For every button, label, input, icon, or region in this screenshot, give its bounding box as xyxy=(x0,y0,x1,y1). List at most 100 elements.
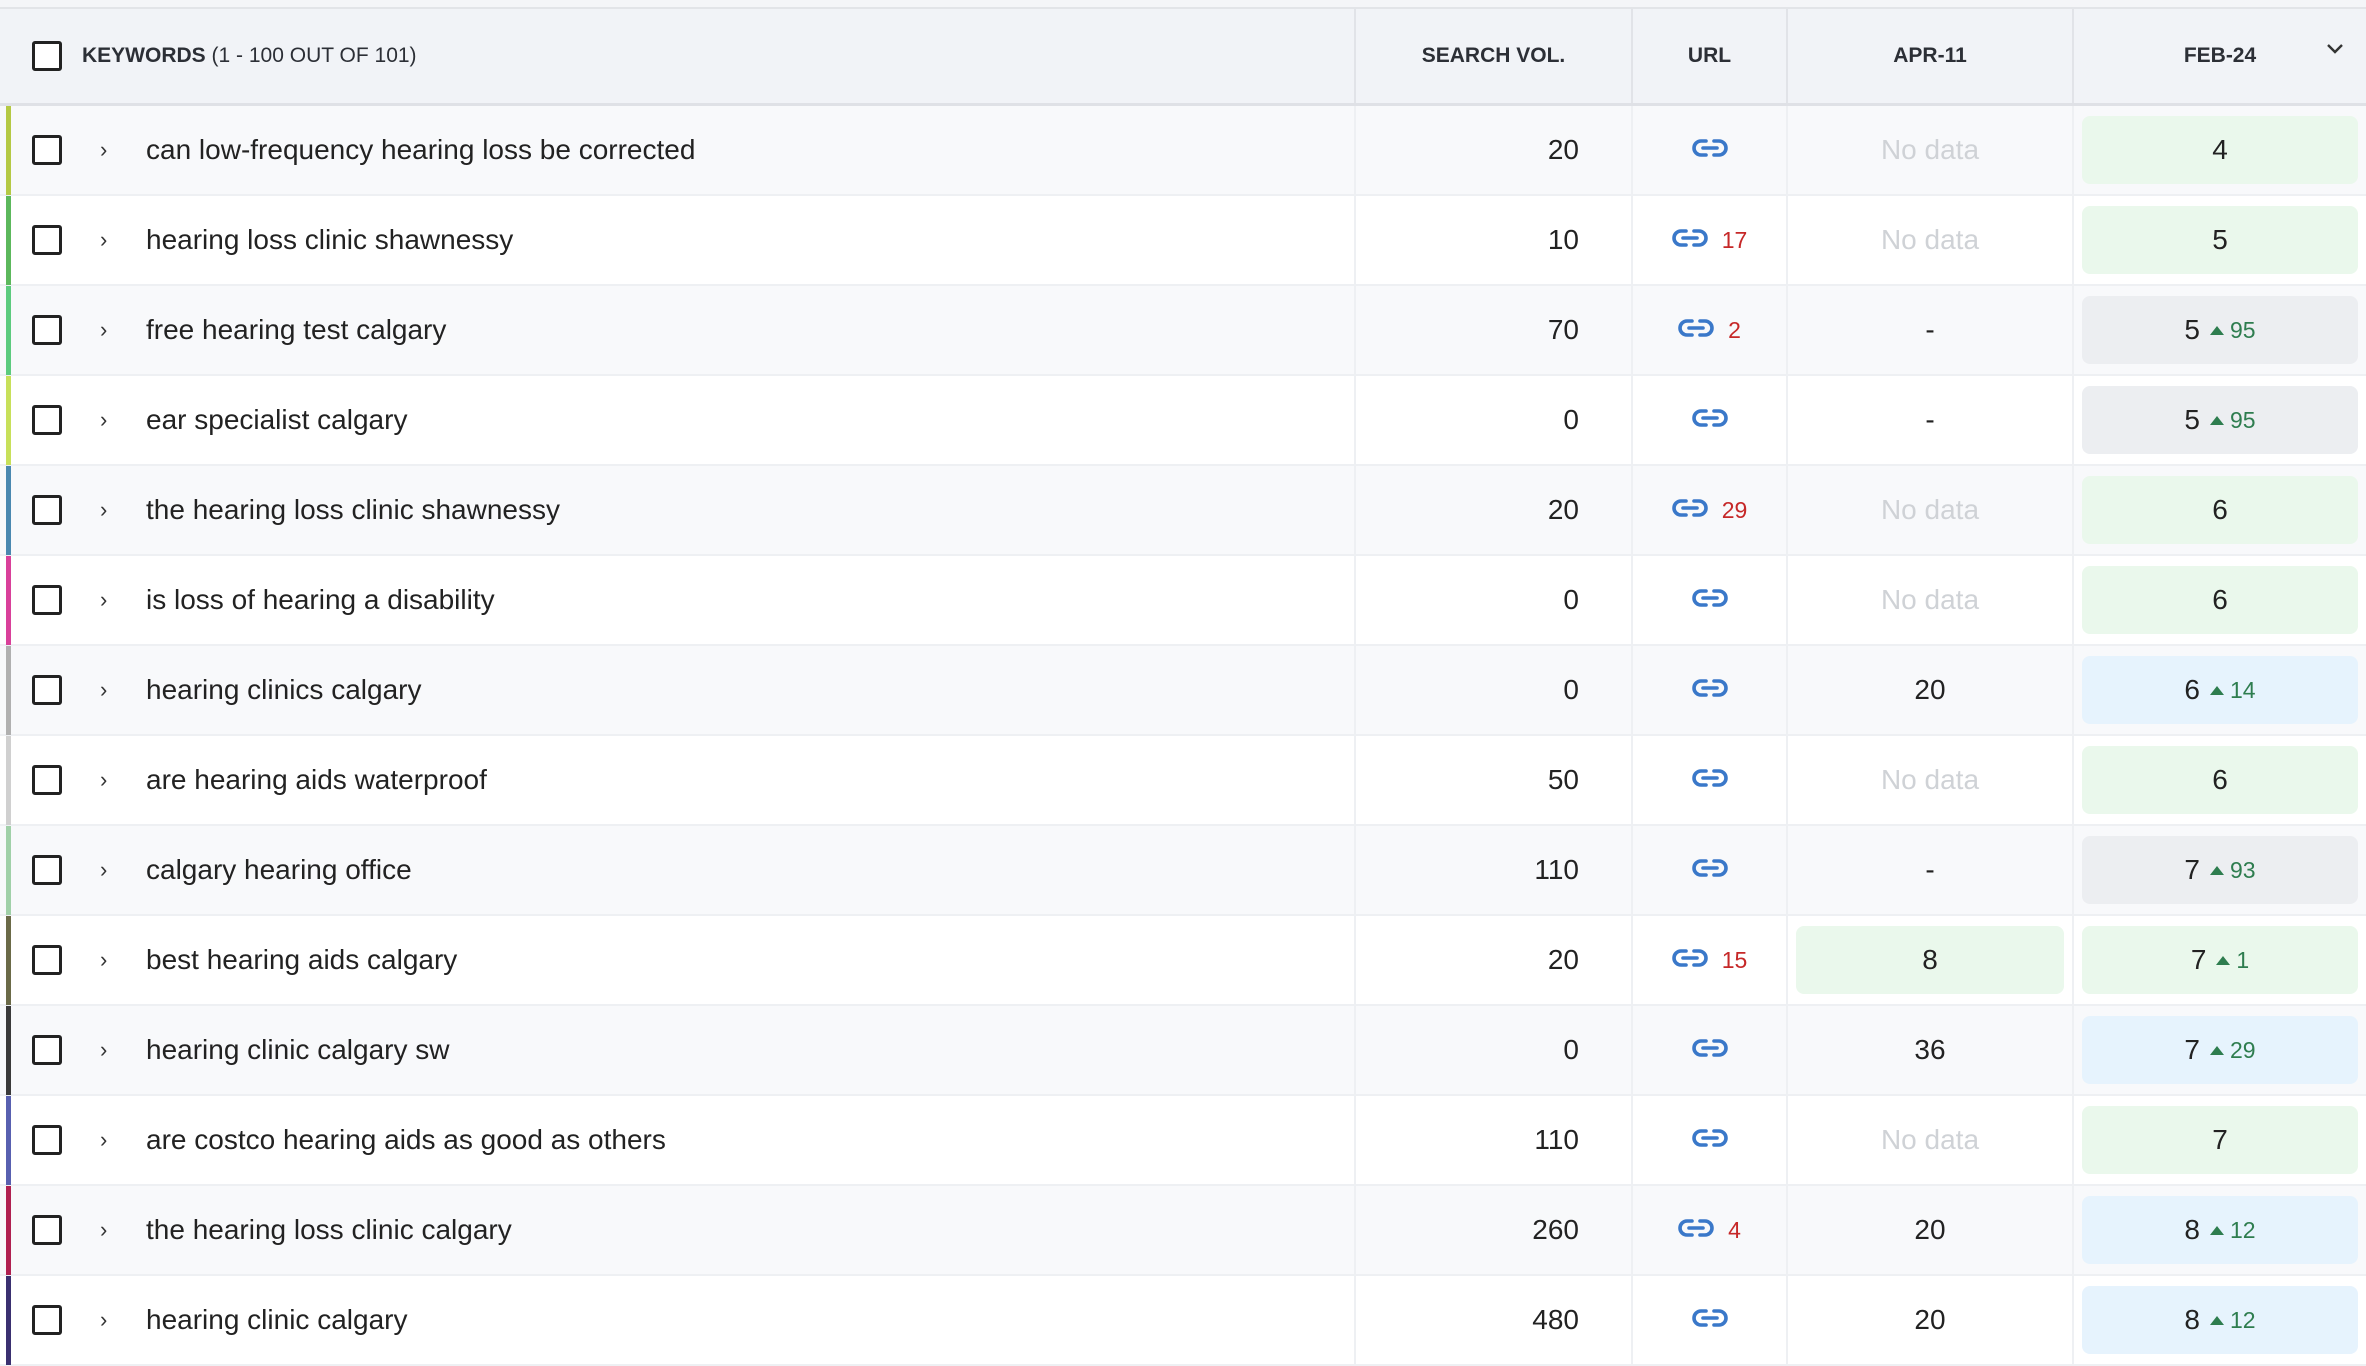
row-checkbox[interactable] xyxy=(32,1305,62,1335)
keyword-text[interactable]: free hearing test calgary xyxy=(146,314,447,345)
url-cell xyxy=(1633,106,1788,196)
table-row[interactable]: › are hearing aids waterproof 50 No data 6 xyxy=(0,736,2366,826)
feb-position: 4 xyxy=(2212,134,2228,165)
chevron-right-icon[interactable]: › xyxy=(100,227,108,252)
table-row[interactable]: › hearing loss clinic shawnessy 10 17 No dat… xyxy=(0,196,2366,286)
chevron-right-icon[interactable]: › xyxy=(100,1307,108,1332)
table-row[interactable]: › ear specialist calgary 0 - 5 95 xyxy=(0,376,2366,466)
link-icon[interactable] xyxy=(1691,854,1728,886)
keyword-text[interactable]: calgary hearing office xyxy=(146,854,412,885)
table-row[interactable]: › hearing clinic calgary 480 20 8 12 xyxy=(0,1276,2366,1366)
row-checkbox[interactable] xyxy=(32,135,62,165)
link-icon[interactable] xyxy=(1691,674,1728,706)
chevron-right-icon[interactable]: › xyxy=(100,947,108,972)
feb-position: 6 xyxy=(2212,494,2228,525)
chevron-right-icon[interactable]: › xyxy=(100,1037,108,1062)
link-icon[interactable] xyxy=(1691,764,1728,796)
table-row[interactable]: › is loss of hearing a disability 0 No data… xyxy=(0,556,2366,646)
search-volume-cell: 110 xyxy=(1356,1096,1633,1186)
keyword-text[interactable]: are hearing aids waterproof xyxy=(146,764,487,795)
link-icon[interactable] xyxy=(1691,584,1728,616)
table-row[interactable]: › calgary hearing office 110 - 7 93 xyxy=(0,826,2366,916)
row-checkbox[interactable] xyxy=(32,855,62,885)
keyword-text[interactable]: is loss of hearing a disability xyxy=(146,584,495,615)
table-row[interactable]: › hearing clinic calgary sw 0 36 7 29 xyxy=(0,1006,2366,1096)
table-row[interactable]: › the hearing loss clinic shawnessy 20 29 No… xyxy=(0,466,2366,556)
header-apr-11[interactable]: APR-11 xyxy=(1788,9,2074,103)
tag-color-bar xyxy=(6,196,11,285)
apr-cell: No data xyxy=(1788,736,2074,826)
keyword-cell: › hearing clinics calgary xyxy=(0,646,1356,736)
header-feb-24[interactable]: FEB-24 xyxy=(2074,9,2366,103)
chevron-right-icon[interactable]: › xyxy=(100,857,108,882)
row-checkbox[interactable] xyxy=(32,585,62,615)
keyword-text[interactable]: ear specialist calgary xyxy=(146,404,408,435)
keywords-heading: KEYWORDS (1 - 100 OUT OF 101) xyxy=(82,44,417,68)
link-icon[interactable] xyxy=(1678,314,1714,346)
keyword-text[interactable]: the hearing loss clinic shawnessy xyxy=(146,494,560,525)
link-icon[interactable] xyxy=(1671,944,1708,976)
keyword-text[interactable]: best hearing aids calgary xyxy=(146,944,458,975)
link-icon[interactable] xyxy=(1691,1034,1728,1066)
chevron-right-icon[interactable]: › xyxy=(100,1127,108,1152)
row-checkbox[interactable] xyxy=(32,675,62,705)
chevron-right-icon[interactable]: › xyxy=(100,767,108,792)
select-all-checkbox[interactable] xyxy=(32,41,62,71)
row-checkbox[interactable] xyxy=(32,1035,62,1065)
header-search-volume[interactable]: SEARCH VOL. xyxy=(1356,9,1633,103)
row-checkbox[interactable] xyxy=(32,945,62,975)
chevron-down-icon[interactable] xyxy=(2326,43,2344,55)
row-checkbox[interactable] xyxy=(32,765,62,795)
keyword-text[interactable]: hearing clinics calgary xyxy=(146,674,422,705)
search-volume: 50 xyxy=(1547,764,1579,795)
apr-position: 8 xyxy=(1922,944,1938,975)
link-icon[interactable] xyxy=(1691,134,1728,166)
keyword-cell: › are costco hearing aids as good as othe… xyxy=(0,1096,1356,1186)
header-url[interactable]: URL xyxy=(1633,9,1788,103)
row-checkbox[interactable] xyxy=(32,1125,62,1155)
link-icon[interactable] xyxy=(1671,224,1708,256)
chevron-right-icon[interactable]: › xyxy=(100,497,108,522)
chevron-right-icon[interactable]: › xyxy=(100,587,108,612)
link-icon[interactable] xyxy=(1691,1124,1728,1156)
link-icon[interactable] xyxy=(1678,1214,1714,1246)
table-row[interactable]: › are costco hearing aids as good as othe… xyxy=(0,1096,2366,1186)
apr-position: - xyxy=(1925,404,1935,435)
search-volume: 260 xyxy=(1532,1214,1579,1245)
row-checkbox[interactable] xyxy=(32,405,62,435)
table-row[interactable]: › best hearing aids calgary 20 15 8 7 1 xyxy=(0,916,2366,1006)
link-icon[interactable] xyxy=(1691,1304,1728,1336)
keyword-text[interactable]: hearing loss clinic shawnessy xyxy=(146,224,514,255)
arrow-up-icon xyxy=(2209,1225,2224,1235)
link-icon[interactable] xyxy=(1691,404,1728,436)
feb-position: 7 xyxy=(2190,944,2207,975)
feb-cell: 6 xyxy=(2074,466,2366,556)
row-checkbox[interactable] xyxy=(32,225,62,255)
chevron-right-icon[interactable]: › xyxy=(100,1217,108,1242)
feb-position: 6 xyxy=(2184,674,2200,705)
chevron-right-icon[interactable]: › xyxy=(100,317,108,342)
keyword-text[interactable]: are costco hearing aids as good as other… xyxy=(146,1124,666,1155)
table-row[interactable]: › hearing clinics calgary 0 20 6 14 xyxy=(0,646,2366,736)
feb-cell: 7 29 xyxy=(2074,1006,2366,1096)
row-checkbox[interactable] xyxy=(32,1215,62,1245)
table-row[interactable]: › free hearing test calgary 70 2 - 5 95 xyxy=(0,286,2366,376)
link-icon[interactable] xyxy=(1671,494,1708,526)
keywords-label: KEYWORDS xyxy=(82,44,206,67)
chevron-right-icon[interactable]: › xyxy=(100,137,108,162)
keyword-text[interactable]: hearing clinic calgary xyxy=(146,1304,408,1335)
feb-position-cell: 5 xyxy=(2082,206,2358,274)
header-keywords[interactable]: KEYWORDS (1 - 100 OUT OF 101) xyxy=(0,9,1356,103)
chevron-right-icon[interactable]: › xyxy=(100,407,108,432)
keyword-text[interactable]: hearing clinic calgary sw xyxy=(146,1034,450,1065)
row-checkbox[interactable] xyxy=(32,495,62,525)
table-row[interactable]: › the hearing loss clinic calgary 260 4 20 8 1… xyxy=(0,1186,2366,1276)
row-checkbox[interactable] xyxy=(32,315,62,345)
search-volume-cell: 0 xyxy=(1356,1006,1633,1096)
keyword-text[interactable]: the hearing loss clinic calgary xyxy=(146,1214,512,1245)
apr-position: 20 xyxy=(1914,1304,1946,1335)
chevron-right-icon[interactable]: › xyxy=(100,677,108,702)
table-row[interactable]: › can low-frequency hearing loss be corre… xyxy=(0,106,2366,196)
feb-position: 5 xyxy=(2212,224,2228,255)
keyword-text[interactable]: can low-frequency hearing loss be correc… xyxy=(146,134,696,165)
